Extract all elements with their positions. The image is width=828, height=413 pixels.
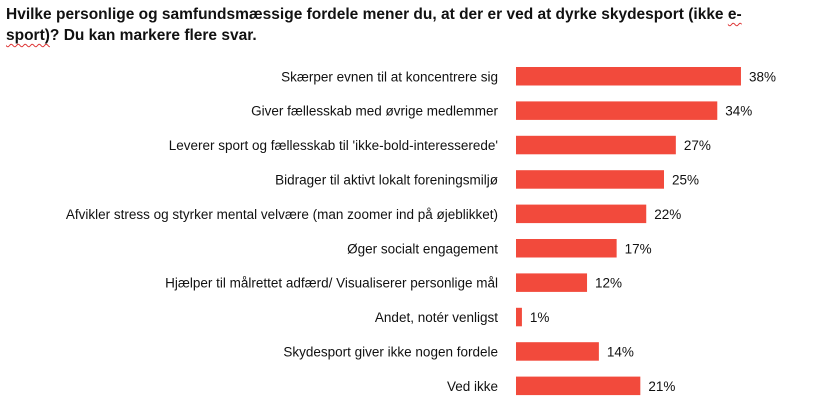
title-spellcheck-sport: sport) (6, 27, 50, 44)
category-label: Skydesport giver ikke nogen fordele (283, 344, 498, 359)
bar (516, 342, 599, 361)
bar (516, 67, 741, 86)
bar (516, 273, 588, 292)
category-label: Skærper evnen til at koncentrere sig (281, 69, 498, 84)
value-label: 21% (648, 379, 675, 394)
value-label: 27% (684, 138, 711, 153)
value-label: 17% (625, 241, 652, 256)
bar (516, 101, 718, 120)
bar (516, 307, 522, 327)
category-label: Afvikler stress og styrker mental velvær… (66, 207, 498, 222)
value-label: 14% (607, 344, 634, 359)
value-label: 22% (654, 207, 681, 222)
chart-title: Hvilke personlige og samfundsmæssige for… (6, 6, 742, 44)
value-label: 12% (595, 276, 622, 291)
category-label: Bidrager til aktivt lokalt foreningsmilj… (275, 172, 498, 187)
value-label: 25% (672, 172, 699, 187)
value-label: 34% (725, 104, 752, 119)
category-label: Leverer sport og fællesskab til 'ikke-bo… (169, 138, 498, 153)
title-spellcheck-e: e- (727, 6, 742, 23)
category-label: Giver fællesskab med øvrige medlemmer (251, 104, 498, 119)
value-label: 1% (530, 310, 550, 325)
category-label: Hjælper til målrettet adfærd/ Visualiser… (165, 276, 498, 291)
bar (516, 204, 647, 224)
category-label: Andet, notér venligst (375, 310, 498, 325)
bar (516, 376, 641, 396)
bar (516, 239, 617, 258)
category-label: Ved ikke (447, 379, 498, 394)
bar (516, 135, 676, 155)
value-label: 38% (749, 69, 776, 84)
bar (516, 170, 664, 189)
category-label: Øger socialt engagement (347, 241, 498, 256)
